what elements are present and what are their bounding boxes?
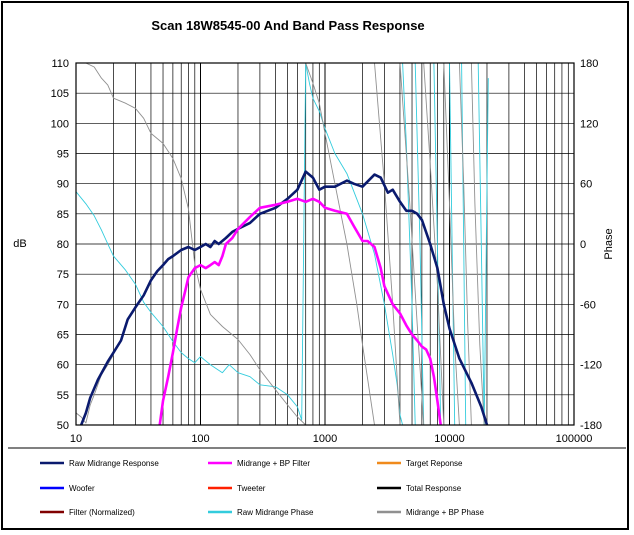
legend: Raw Midrange Response Midrange + BP Filte…	[40, 459, 484, 517]
y2-tick-label: -180	[580, 420, 602, 432]
legend-label-midrange-bp-phase: Midrange + BP Phase	[406, 508, 484, 517]
series-midrange-bp-phase-9	[470, 63, 485, 425]
y2-axis-label: Phase	[603, 228, 615, 259]
y2-tick-label: 180	[580, 58, 598, 70]
series-lines	[76, 63, 489, 425]
x-tick-label: 100	[191, 433, 209, 445]
series-midrange-bp-phase-7	[443, 63, 460, 425]
y2-tick-label: 120	[580, 118, 598, 130]
series-raw-midrange-phase-wrap-2	[402, 63, 416, 425]
legend-label-woofer: Woofer	[69, 484, 95, 493]
y2-tick-label: -60	[580, 299, 596, 311]
series-raw-midrange-response	[79, 170, 489, 425]
y-tick-label: 65	[57, 330, 69, 342]
tick-labels: 10 100 1000 10000 10000050556065707580859095…	[51, 58, 602, 445]
x-tick-label: 1000	[313, 433, 337, 445]
legend-label-raw-midrange-phase: Raw Midrange Phase	[237, 508, 314, 517]
series-raw-midrange-phase-wrap-4	[433, 63, 442, 425]
legend-label-midrange-bp-filter: Midrange + BP Filter	[237, 459, 310, 468]
y-tick-label: 100	[51, 118, 69, 130]
legend-label-target-reponse: Target Reponse	[406, 459, 463, 468]
series-raw-midrange-phase-wrap-3	[414, 63, 425, 425]
series-midrange-bp-phase-5	[399, 63, 425, 425]
grid-lines	[76, 63, 574, 425]
x-tick-label: 10	[70, 433, 82, 445]
legend-label-tweeter: Tweeter	[237, 484, 266, 493]
y2-tick-label: 0	[580, 239, 586, 251]
y2-tick-label: 60	[580, 179, 592, 191]
series-raw-midrange-phase-wrap-6	[461, 63, 467, 425]
y2-tick-label: -120	[580, 360, 602, 372]
legend-label-filter-normalized: Filter (Normalized)	[69, 508, 135, 517]
y-tick-label: 85	[57, 209, 69, 221]
series-raw-midrange-phase-wrap-5	[449, 63, 456, 425]
series-midrange-bp-phase-3	[305, 63, 375, 425]
chart-title: Scan 18W8545-00 And Band Pass Response	[151, 18, 424, 33]
series-midrange-bp-phase	[76, 354, 114, 424]
series-raw-midrange-phase	[76, 63, 404, 425]
y-tick-label: 105	[51, 88, 69, 100]
y-tick-label: 95	[57, 149, 69, 161]
y-tick-label: 50	[57, 420, 69, 432]
y-tick-label: 55	[57, 390, 69, 402]
x-tick-label: 100000	[556, 433, 593, 445]
y-axis-label: dB	[13, 238, 26, 250]
series-midrange-bp-phase-8	[458, 63, 472, 425]
series-midrange-bp-phase-4	[374, 63, 401, 425]
y-tick-label: 110	[51, 58, 69, 70]
series-raw-midrange-phase-wrap-7	[477, 63, 485, 425]
plot-border	[75, 62, 575, 426]
y-tick-label: 60	[57, 360, 69, 372]
series-midrange-bp-phase-2	[85, 63, 307, 425]
y-tick-label: 90	[57, 179, 69, 191]
series-midrange-bp-filter	[158, 197, 442, 425]
y-tick-label: 80	[57, 239, 69, 251]
y-tick-label: 70	[57, 299, 69, 311]
x-tick-label: 10000	[434, 433, 465, 445]
series-raw-midrange-phase-wrap-8	[483, 78, 489, 425]
legend-label-raw-midrange-response: Raw Midrange Response	[69, 459, 159, 468]
y-tick-label: 75	[57, 269, 69, 281]
series-midrange-bp-phase-6	[423, 63, 445, 425]
legend-label-total-response: Total Response	[406, 484, 462, 493]
